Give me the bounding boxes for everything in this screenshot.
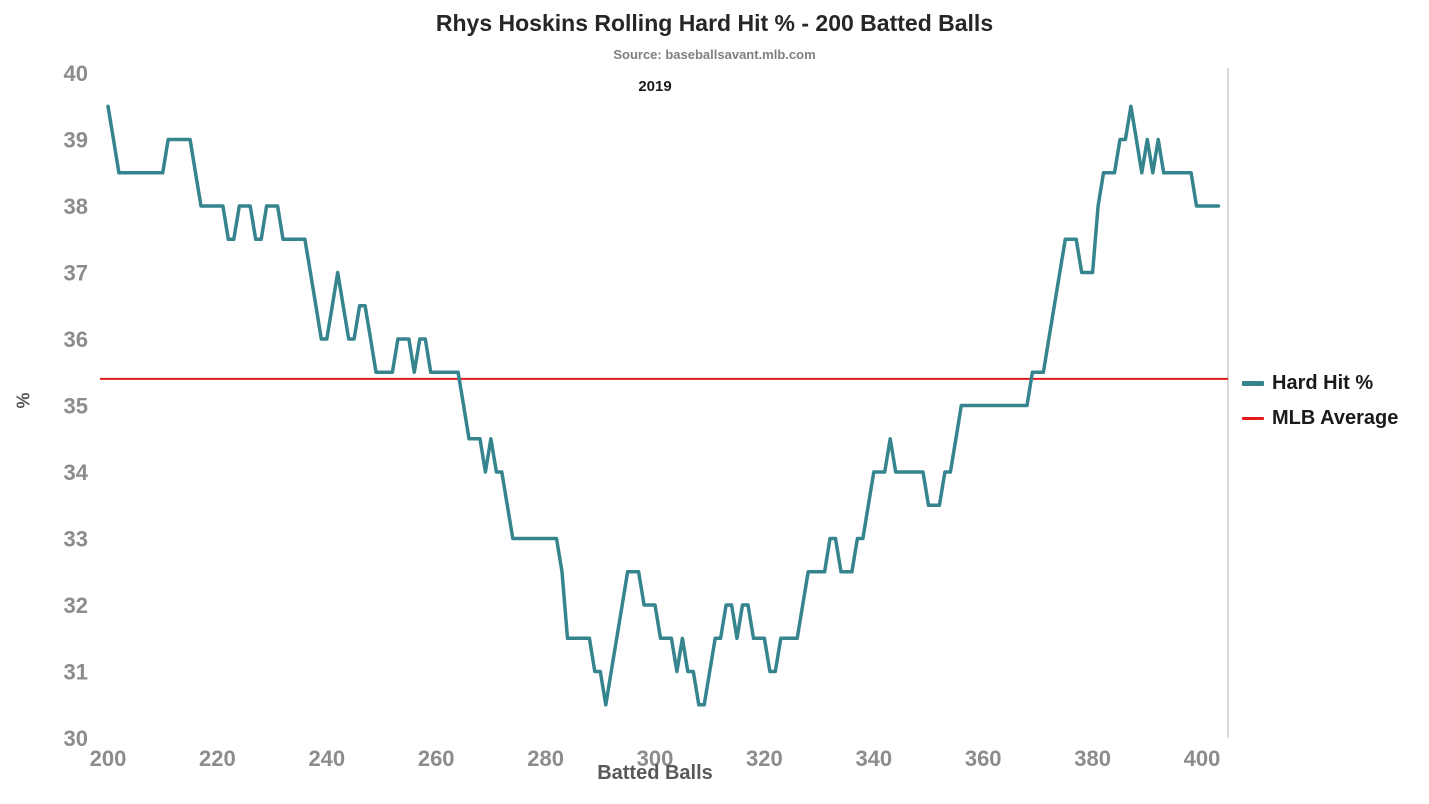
chart-subtitle: Source: baseballsavant.mlb.com [613,47,816,62]
y-tick-label: 32 [64,593,88,618]
x-tick-label: 400 [1184,746,1221,771]
mlb-average-legend-label: MLB Average [1272,407,1399,429]
y-tick-label: 39 [64,128,88,153]
x-tick-label: 300 [637,746,674,771]
x-tick-label: 320 [746,746,783,771]
x-tick-label: 360 [965,746,1002,771]
x-tick-label: 260 [418,746,455,771]
x-tick-label: 220 [199,746,236,771]
legend-item-mlb-average: MLB Average [1242,407,1398,430]
y-tick-label: 38 [64,194,88,219]
y-tick-label: 35 [64,394,88,419]
hard-hit-legend-label: Hard Hit % [1272,372,1374,394]
chart-title: Rhys Hoskins Rolling Hard Hit % - 200 Ba… [435,10,994,36]
x-tick-label: 200 [90,746,127,771]
x-tick-label: 240 [308,746,345,771]
x-tick-label: 380 [1074,746,1111,771]
hard-hit-line [106,104,1221,707]
mlb-average-legend-swatch [1242,417,1264,420]
y-tick-label: 33 [64,527,88,552]
y-tick-label: 40 [64,61,88,86]
hard-hit-legend-swatch [1242,381,1264,386]
legend: Hard Hit % MLB Average [1242,372,1398,430]
x-tick-label: 280 [527,746,564,771]
season-annotation: 2019 [638,78,672,95]
x-tick-label: 340 [855,746,892,771]
y-tick-label: 31 [64,660,88,685]
y-tick-label: 30 [64,726,88,751]
legend-item-hard-hit: Hard Hit % [1242,372,1398,395]
y-tick-label: 36 [64,327,88,352]
y-axis-label: % [13,392,34,409]
y-tick-label: 34 [64,460,89,485]
y-tick-label: 37 [64,261,88,286]
x-axis-label: Batted Balls [597,762,713,784]
